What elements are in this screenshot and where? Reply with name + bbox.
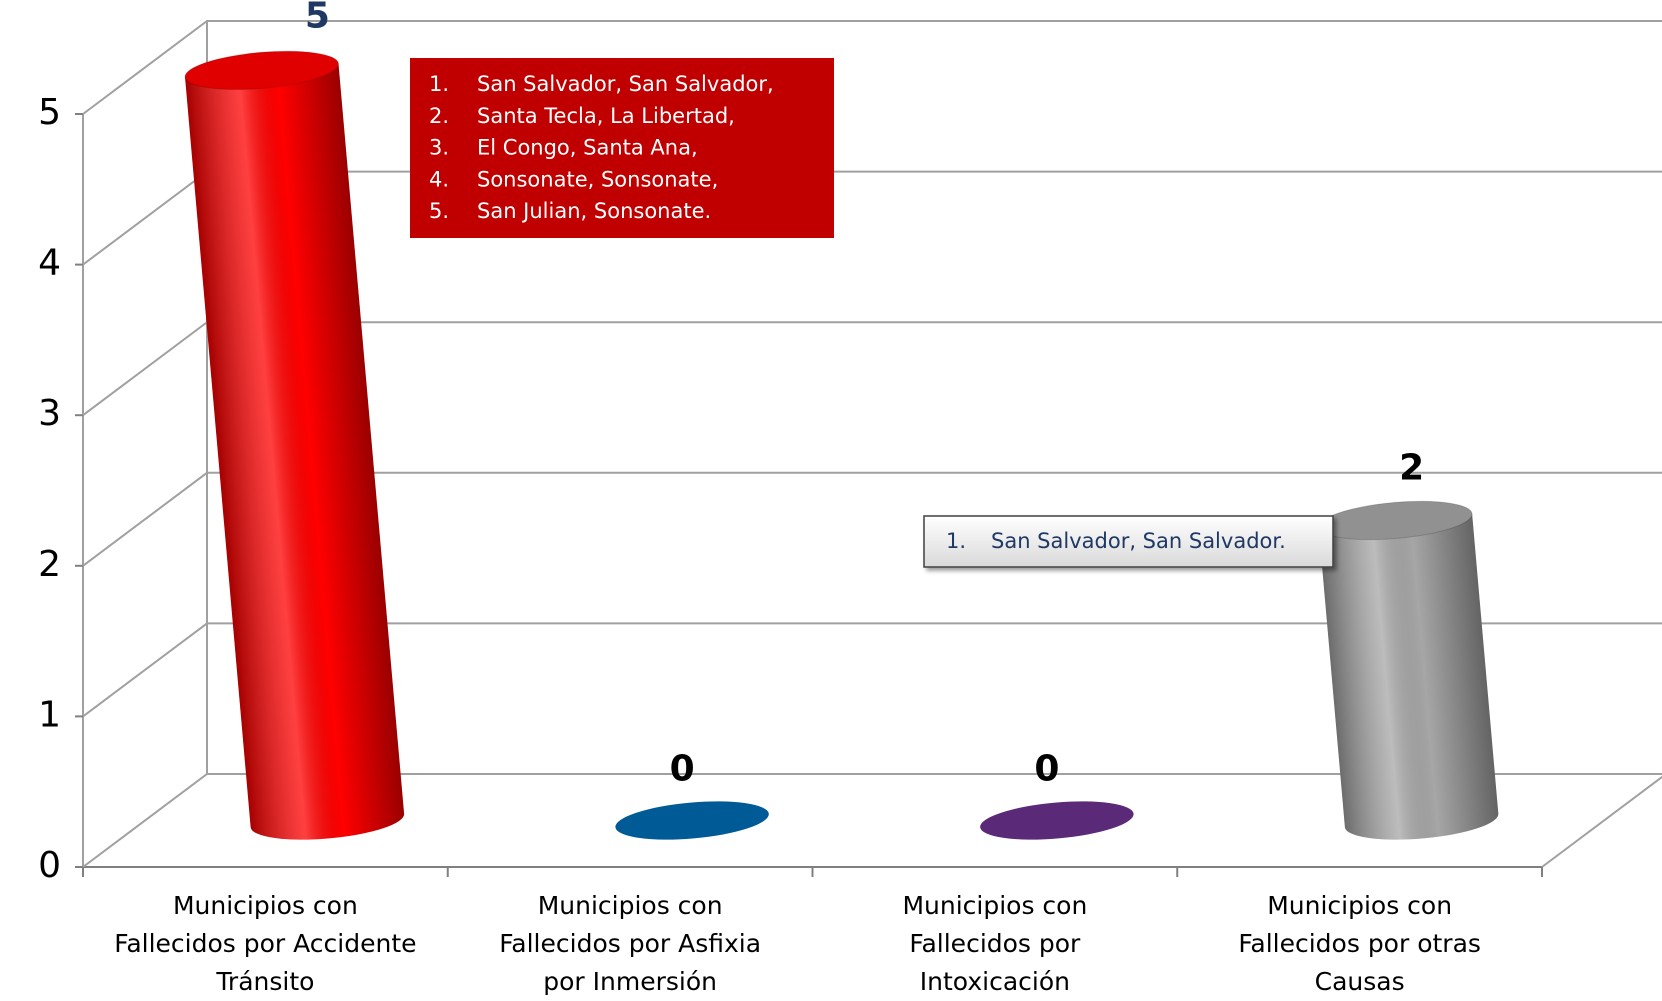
annotation-text: San Salvador, San Salvador. — [991, 529, 1286, 553]
annotation-number: 4. — [429, 167, 449, 191]
annotation-number: 1. — [946, 529, 966, 553]
cylinder — [980, 801, 1134, 840]
grid-line — [82, 471, 1662, 567]
label-line: Municipios con — [538, 891, 723, 920]
annotation-text: Santa Tecla, La Libertad, — [477, 104, 735, 128]
y-tick-label: 0 — [38, 845, 61, 886]
value-label: 2 — [1399, 447, 1424, 488]
label-line: Causas — [1315, 967, 1405, 996]
annotation-box — [410, 58, 834, 238]
label-line: Municipios con — [902, 891, 1087, 920]
y-tick-label: 3 — [38, 393, 61, 434]
x-tick-label: Municipios con Fallecidos por Accidente Tr… — [114, 891, 416, 996]
bar-shade — [1318, 513, 1499, 840]
label-line: por Inmersión — [543, 967, 717, 996]
annotation-number: 5. — [429, 199, 449, 223]
value-label: 5 — [305, 0, 330, 37]
label-line: Municipios con — [1267, 891, 1452, 920]
label-line: Municipios con — [173, 891, 358, 920]
annotation-number: 1. — [429, 72, 449, 96]
y-tick-label: 1 — [38, 694, 61, 735]
label-line: Fallecidos por otras — [1238, 929, 1481, 958]
y-tick-label: 4 — [38, 243, 61, 284]
y-tick-label: 2 — [38, 544, 61, 585]
label-line: Tránsito — [215, 967, 314, 996]
y-tick-label: 5 — [38, 92, 61, 133]
bar-shade — [185, 63, 405, 840]
bar-top-shade — [185, 51, 339, 90]
label-line: Fallecidos por Accidente — [114, 929, 416, 958]
label-line: Fallecidos por — [909, 929, 1081, 958]
cylinder — [615, 801, 769, 840]
cylinder — [1318, 500, 1499, 840]
annotation-text: Sonsonate, Sonsonate, — [477, 167, 718, 191]
floor-right — [1541, 775, 1662, 868]
bar — [615, 801, 769, 840]
grid-line — [82, 20, 1662, 115]
x-tick-label: Municipios con Fallecidos por otras Causas — [1238, 891, 1481, 996]
annotation-text: El Congo, Santa Ana, — [477, 136, 698, 160]
annotation-text: San Julian, Sonsonate. — [477, 199, 711, 223]
annotation-text: San Salvador, San Salvador, — [477, 72, 774, 96]
label-line: Fallecidos por Asfixia — [499, 929, 761, 958]
x-tick-label: Municipios con Fallecidos por Asfixia por … — [499, 891, 761, 996]
bar — [980, 801, 1134, 840]
value-label: 0 — [1034, 749, 1059, 790]
x-tick-label: Municipios con Fallecidos por Intoxicación — [902, 891, 1087, 996]
cylinder — [184, 50, 405, 840]
annotation-number: 2. — [429, 104, 449, 128]
grid-line — [82, 622, 1662, 718]
bar-top-shade — [1318, 501, 1473, 540]
grid-line — [82, 773, 1662, 868]
annotation-box — [923, 515, 1334, 568]
bar-top — [184, 50, 339, 91]
label-line: Intoxicación — [920, 967, 1070, 996]
value-label: 0 — [670, 749, 695, 790]
annotation-number: 3. — [429, 136, 449, 160]
